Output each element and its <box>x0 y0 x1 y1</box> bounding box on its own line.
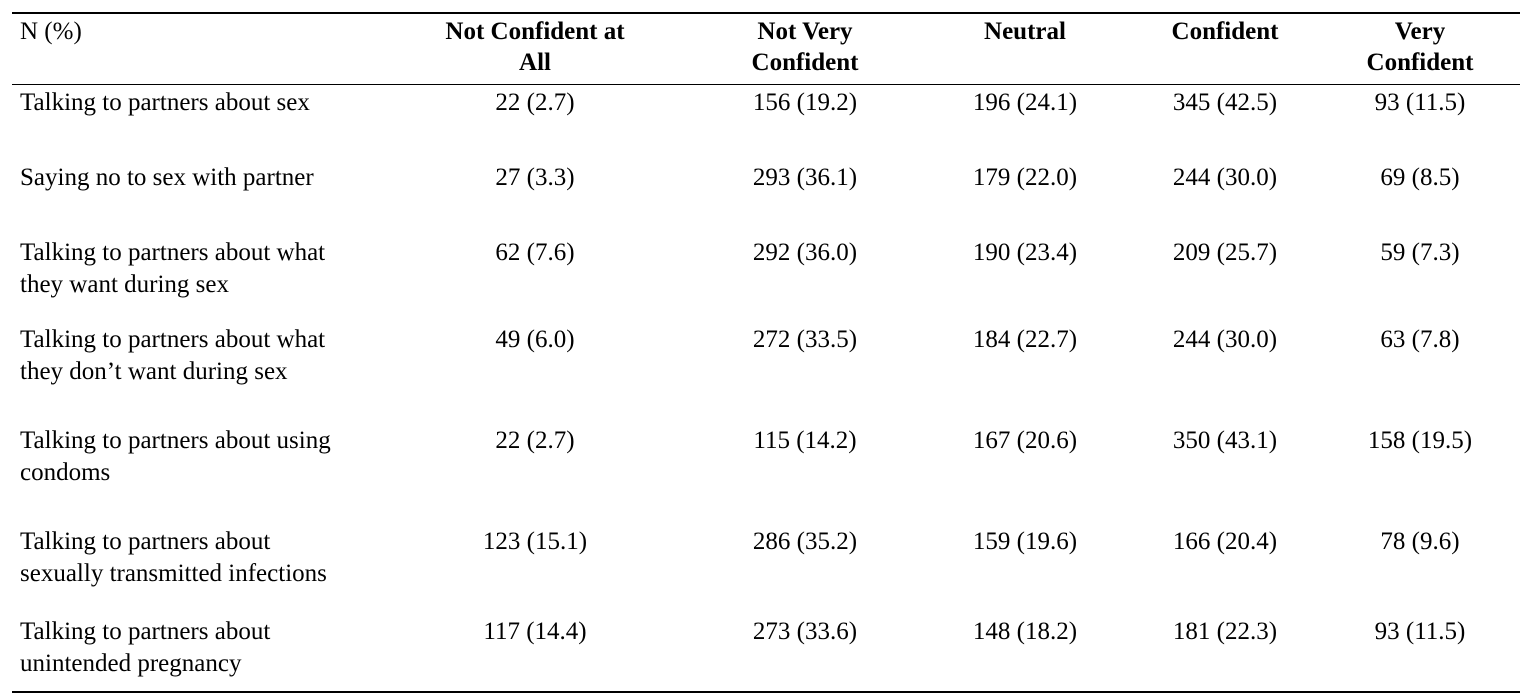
cell-neutral: 190 (23.4) <box>972 239 1078 266</box>
cell-neutral: 167 (20.6) <box>972 427 1078 454</box>
cell-very-confident: 158 (19.5) <box>1367 427 1473 454</box>
table-row: Saying no to sex with partner 27 (3.3) 2… <box>12 162 1520 244</box>
header-label: N (%) <box>20 18 82 45</box>
column-header-line: All <box>519 49 551 76</box>
table-row: Talking to partners about unintended pre… <box>12 616 1520 698</box>
row-label-line: condoms <box>20 459 111 486</box>
column-header-line: Not Very <box>757 18 853 45</box>
row-label-line: Talking to partners about what <box>20 239 326 266</box>
cell-very-confident: 59 (7.3) <box>1380 239 1460 266</box>
column-header-line: Confident <box>1366 49 1474 76</box>
confidence-table: N (%) Not Confident at All Not Very Conf… <box>12 12 1520 693</box>
cell-not-very-confident: 292 (36.0) <box>752 239 858 266</box>
row-label: Talking to partners about sexually trans… <box>20 526 420 590</box>
row-label-line: unintended pregnancy <box>20 650 242 677</box>
row-label-line: Talking to partners about <box>20 618 271 645</box>
cell-not-confident-at-all: 117 (14.4) <box>483 618 587 645</box>
cell-neutral: 179 (22.0) <box>972 164 1078 191</box>
cell-not-confident-at-all: 49 (6.0) <box>495 326 575 353</box>
cell-confident: 244 (30.0) <box>1172 326 1278 353</box>
table-bottom-rule <box>12 691 1520 693</box>
cell-very-confident: 93 (11.5) <box>1374 89 1466 116</box>
column-header-not-very-confident: Not Very Confident <box>715 16 895 82</box>
table-top-rule <box>12 12 1520 14</box>
row-label-line: they want during sex <box>20 271 229 298</box>
cell-very-confident: 69 (8.5) <box>1380 164 1460 191</box>
column-header-very-confident: Very Confident <box>1330 16 1510 82</box>
cell-neutral: 159 (19.6) <box>972 528 1078 555</box>
cell-not-very-confident: 272 (33.5) <box>752 326 858 353</box>
column-header-not-confident-at-all: Not Confident at All <box>435 16 635 82</box>
cell-not-confident-at-all: 123 (15.1) <box>482 528 588 555</box>
row-label-line: Talking to partners about sex <box>20 89 310 116</box>
row-label: Talking to partners about what they don’… <box>20 324 420 388</box>
cell-not-confident-at-all: 62 (7.6) <box>495 239 575 266</box>
cell-neutral: 184 (22.7) <box>972 326 1078 353</box>
cell-confident: 244 (30.0) <box>1172 164 1278 191</box>
cell-not-very-confident: 286 (35.2) <box>752 528 858 555</box>
table-row: Talking to partners about what they want… <box>12 237 1520 319</box>
cell-not-confident-at-all: 27 (3.3) <box>495 164 575 191</box>
cell-neutral: 196 (24.1) <box>972 89 1078 116</box>
cell-not-very-confident: 115 (14.2) <box>753 427 857 454</box>
column-header-line: Confident <box>1171 18 1279 45</box>
cell-not-very-confident: 293 (36.1) <box>752 164 858 191</box>
cell-not-very-confident: 156 (19.2) <box>752 89 858 116</box>
row-label: Talking to partners about what they want… <box>20 237 420 301</box>
cell-confident: 181 (22.3) <box>1172 618 1278 645</box>
column-header-line: Neutral <box>984 18 1066 45</box>
row-label-line: they don’t want during sex <box>20 358 288 385</box>
cell-confident: 350 (43.1) <box>1172 427 1278 454</box>
table-row: Talking to partners about what they don’… <box>12 324 1520 406</box>
row-label-line: Talking to partners about using <box>20 427 331 454</box>
table-row: Talking to partners about sex 22 (2.7) 1… <box>12 87 1520 169</box>
row-label-line: Saying no to sex with partner <box>20 164 314 191</box>
table-row: Talking to partners about using condoms … <box>12 425 1520 507</box>
row-label-line: Talking to partners about <box>20 528 271 555</box>
row-label: Talking to partners about using condoms <box>20 425 420 489</box>
row-label-line: Talking to partners about what <box>20 326 326 353</box>
cell-very-confident: 78 (9.6) <box>1380 528 1460 555</box>
cell-confident: 345 (42.5) <box>1172 89 1278 116</box>
cell-neutral: 148 (18.2) <box>972 618 1078 645</box>
cell-confident: 209 (25.7) <box>1172 239 1278 266</box>
column-header-neutral: Neutral <box>940 16 1110 82</box>
row-label: Talking to partners about unintended pre… <box>20 616 420 680</box>
cell-very-confident: 63 (7.8) <box>1380 326 1460 353</box>
row-label: Talking to partners about sex <box>20 87 420 119</box>
table-row: Talking to partners about sexually trans… <box>12 526 1520 608</box>
column-header-line: Not Confident at <box>445 18 625 45</box>
header-rule <box>12 84 1520 85</box>
cell-not-very-confident: 273 (33.6) <box>752 618 858 645</box>
row-label: Saying no to sex with partner <box>20 162 420 194</box>
row-label-line: sexually transmitted infections <box>20 560 327 587</box>
cell-very-confident: 93 (11.5) <box>1374 618 1466 645</box>
column-header-confident: Confident <box>1140 16 1310 82</box>
column-header-line: Very <box>1394 18 1446 45</box>
column-header-line: Confident <box>751 49 859 76</box>
cell-not-confident-at-all: 22 (2.7) <box>495 89 575 116</box>
cell-not-confident-at-all: 22 (2.7) <box>495 427 575 454</box>
cell-confident: 166 (20.4) <box>1172 528 1278 555</box>
